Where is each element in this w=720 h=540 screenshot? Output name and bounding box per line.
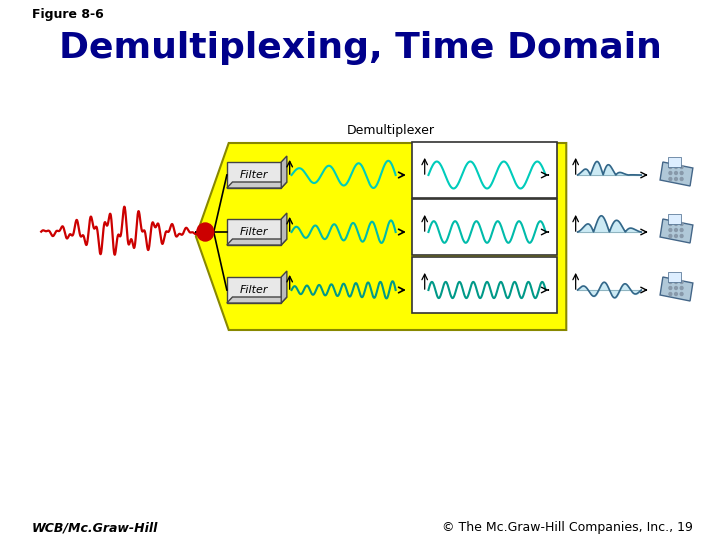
Circle shape	[680, 165, 683, 168]
Text: WCB/Mc.Graw-Hill: WCB/Mc.Graw-Hill	[32, 522, 158, 535]
Circle shape	[675, 280, 678, 284]
Text: Demultiplexing, Time Domain: Demultiplexing, Time Domain	[58, 31, 662, 65]
Polygon shape	[227, 239, 287, 245]
Circle shape	[680, 234, 683, 238]
Circle shape	[680, 178, 683, 180]
Polygon shape	[196, 143, 567, 330]
Bar	[227, 162, 282, 188]
Polygon shape	[282, 156, 287, 188]
Circle shape	[197, 223, 214, 241]
Circle shape	[680, 172, 683, 174]
Circle shape	[669, 228, 672, 232]
Circle shape	[669, 172, 672, 174]
Circle shape	[675, 234, 678, 238]
Circle shape	[675, 293, 678, 295]
Text: Filter: Filter	[240, 170, 269, 180]
Circle shape	[680, 293, 683, 295]
Polygon shape	[660, 219, 693, 243]
Circle shape	[669, 234, 672, 238]
Text: Figure 8-6: Figure 8-6	[32, 8, 104, 21]
Polygon shape	[227, 297, 287, 303]
Circle shape	[669, 280, 672, 284]
Bar	[227, 219, 282, 245]
Bar	[667, 157, 680, 167]
Text: © The Mc.Graw-Hill Companies, Inc., 19: © The Mc.Graw-Hill Companies, Inc., 19	[442, 522, 693, 535]
Circle shape	[675, 178, 678, 180]
Polygon shape	[227, 182, 287, 188]
Circle shape	[669, 222, 672, 226]
Polygon shape	[660, 277, 693, 301]
Polygon shape	[282, 271, 287, 303]
Circle shape	[680, 222, 683, 226]
Circle shape	[675, 222, 678, 226]
Bar	[667, 214, 680, 224]
Polygon shape	[660, 162, 693, 186]
Circle shape	[669, 293, 672, 295]
Circle shape	[675, 172, 678, 174]
Circle shape	[680, 280, 683, 284]
Circle shape	[669, 165, 672, 168]
Circle shape	[669, 287, 672, 289]
Text: Demultiplexer: Demultiplexer	[346, 124, 434, 137]
Bar	[667, 272, 680, 282]
Circle shape	[675, 287, 678, 289]
Circle shape	[680, 228, 683, 232]
Polygon shape	[282, 213, 287, 245]
Bar	[412, 142, 557, 198]
Circle shape	[680, 287, 683, 289]
Bar	[227, 277, 282, 303]
Text: Filter: Filter	[240, 227, 269, 237]
Bar	[412, 199, 557, 255]
Circle shape	[675, 165, 678, 168]
Circle shape	[669, 178, 672, 180]
Bar	[412, 257, 557, 313]
Circle shape	[675, 228, 678, 232]
Text: Filter: Filter	[240, 285, 269, 295]
